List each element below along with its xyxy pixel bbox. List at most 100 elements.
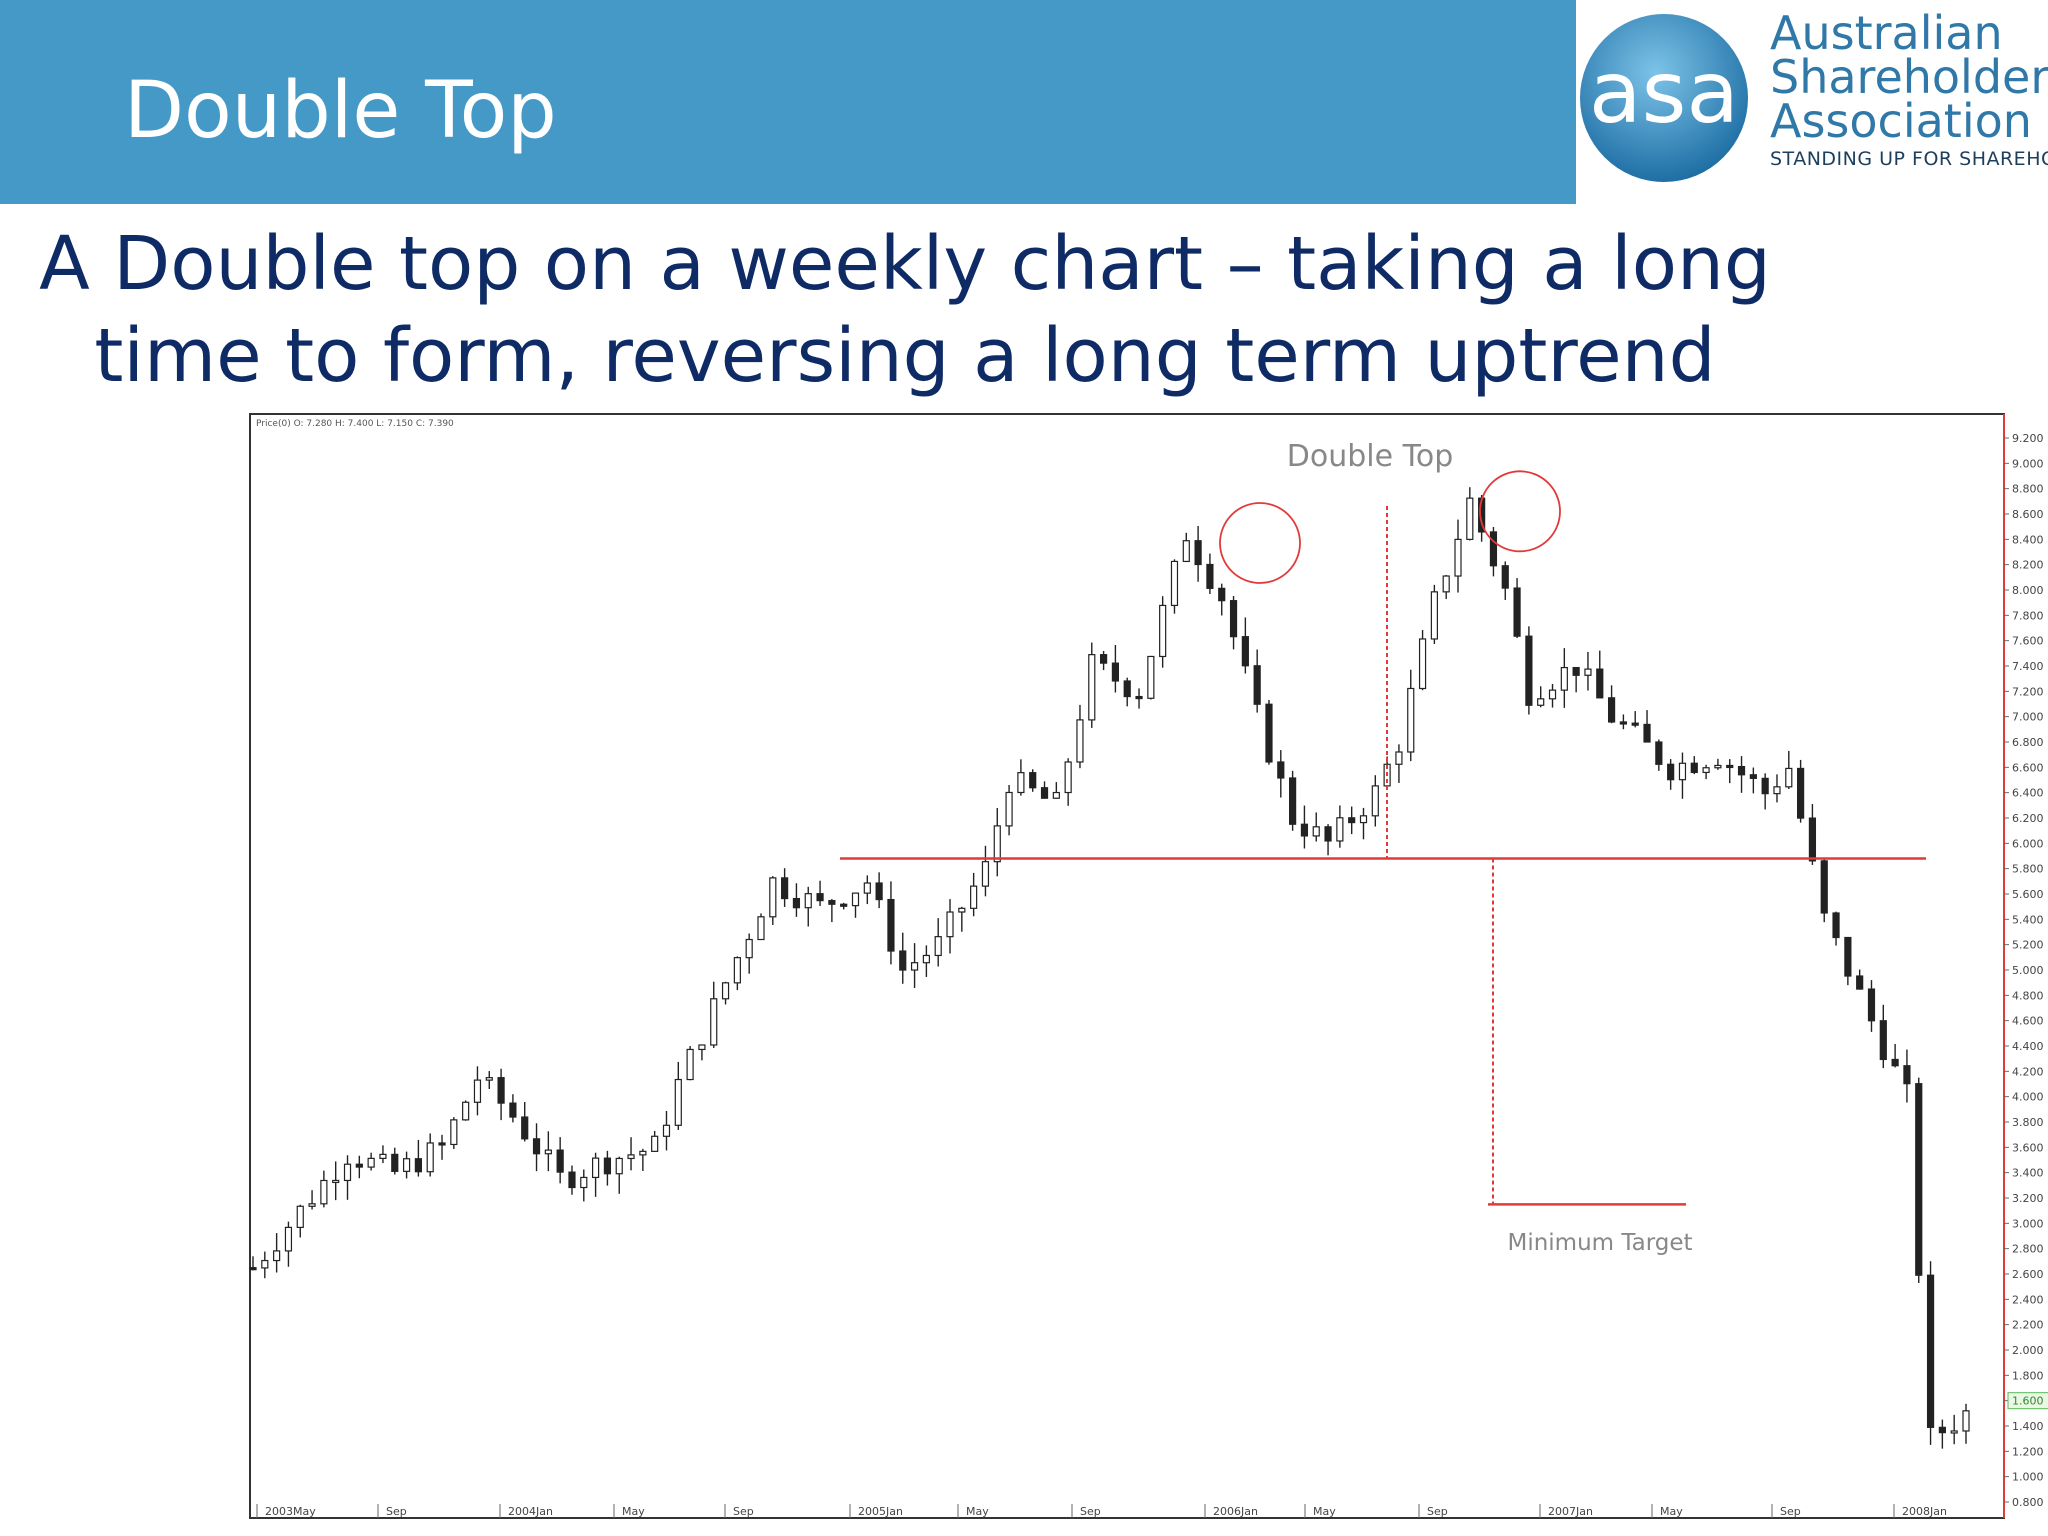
y-tick-label: 3.800 bbox=[2012, 1116, 2044, 1129]
candle-body bbox=[438, 1142, 446, 1146]
x-tick-label: 2004Jan bbox=[508, 1505, 553, 1518]
y-tick-label: 5.000 bbox=[2012, 964, 2044, 977]
x-tick-label: May bbox=[1660, 1505, 1683, 1518]
candle-body bbox=[1773, 786, 1781, 795]
candle-body bbox=[1726, 764, 1734, 769]
candle-body bbox=[1619, 721, 1628, 725]
candle-body bbox=[792, 897, 801, 909]
y-tick-label: 7.400 bbox=[2012, 660, 2044, 673]
candle-body bbox=[355, 1163, 363, 1168]
candle-body bbox=[1844, 936, 1852, 977]
candle-body bbox=[1430, 591, 1438, 640]
x-tick-label: May bbox=[966, 1505, 989, 1518]
candle-body bbox=[804, 893, 812, 909]
candle-body bbox=[993, 825, 1001, 863]
y-tick-label: 7.200 bbox=[2012, 685, 2044, 698]
candle-body bbox=[284, 1226, 293, 1252]
candle-body bbox=[863, 882, 871, 894]
y-tick-label: 8.400 bbox=[2012, 533, 2044, 546]
candle-body bbox=[899, 950, 907, 971]
y-tick-label: 2.400 bbox=[2012, 1293, 2044, 1306]
y-tick-label: 3.400 bbox=[2012, 1167, 2044, 1180]
y-tick-label: 8.800 bbox=[2012, 483, 2044, 496]
candle-body bbox=[1537, 698, 1545, 706]
y-tick-label: 2.200 bbox=[2012, 1319, 2044, 1332]
candle-body bbox=[1147, 655, 1155, 699]
candle-body bbox=[1170, 560, 1179, 607]
candle-body bbox=[840, 903, 848, 907]
candle-body bbox=[296, 1205, 304, 1229]
candle-body bbox=[1017, 772, 1025, 794]
last-price-marker bbox=[2007, 1392, 2048, 1410]
candle-body bbox=[1915, 1083, 1923, 1276]
candle-body bbox=[1005, 791, 1013, 827]
candle-body bbox=[1714, 764, 1722, 769]
candle-body bbox=[639, 1150, 647, 1156]
candle-body bbox=[1088, 654, 1096, 721]
asa-logo-emblem: asa bbox=[1580, 14, 1748, 182]
candle-body bbox=[1454, 538, 1462, 577]
candle-body bbox=[1596, 668, 1604, 699]
candle-body bbox=[1938, 1426, 1946, 1434]
x-tick-label: Sep bbox=[1080, 1505, 1101, 1518]
logo-abbrev: asa bbox=[1589, 43, 1739, 143]
candle-body bbox=[828, 900, 836, 905]
candle-body bbox=[1052, 791, 1060, 799]
candle-body bbox=[769, 877, 777, 918]
candle-body bbox=[1277, 761, 1285, 779]
candle-body bbox=[261, 1259, 269, 1269]
candle-body bbox=[1123, 680, 1131, 698]
y-tick-label: 6.600 bbox=[2012, 761, 2044, 774]
candle-body bbox=[1749, 774, 1757, 779]
candle-body bbox=[391, 1153, 399, 1172]
logo-line-2: Shareholders' bbox=[1770, 50, 2048, 104]
candle-body bbox=[1359, 815, 1368, 824]
candle-body bbox=[1099, 654, 1108, 664]
candle-body bbox=[1064, 761, 1072, 794]
y-tick-label: 7.000 bbox=[2012, 711, 2044, 724]
candle-body bbox=[308, 1203, 316, 1207]
candle-body bbox=[1797, 767, 1805, 819]
x-tick-label: 2003May bbox=[265, 1505, 316, 1518]
asa-logo: asa Australian Shareholders' Association… bbox=[1576, 0, 2048, 204]
candle-body bbox=[1289, 777, 1297, 825]
y-tick-label: 7.600 bbox=[2012, 635, 2044, 648]
candle-body bbox=[1631, 722, 1639, 726]
plot-area bbox=[249, 413, 2005, 1519]
y-tick-label: 0.800 bbox=[2012, 1496, 2044, 1509]
candle-body bbox=[402, 1158, 411, 1172]
candle-body bbox=[1229, 600, 1238, 638]
candle-body bbox=[1832, 912, 1840, 939]
y-tick-label: 4.000 bbox=[2012, 1091, 2044, 1104]
candle-body bbox=[922, 954, 930, 964]
y-tick-label: 1.400 bbox=[2012, 1420, 2044, 1433]
candle-body bbox=[1643, 723, 1651, 743]
y-tick-label: 5.800 bbox=[2012, 863, 2044, 876]
candle-body bbox=[462, 1101, 470, 1121]
candle-body bbox=[1111, 662, 1120, 682]
y-tick-label: 5.200 bbox=[2012, 939, 2044, 952]
candle-body bbox=[674, 1078, 682, 1126]
candle-body bbox=[1336, 817, 1344, 842]
candle-body bbox=[1690, 762, 1698, 774]
candle-body bbox=[249, 1267, 257, 1271]
candle-body bbox=[662, 1124, 671, 1137]
candle-body bbox=[1785, 767, 1793, 788]
candle-body bbox=[1513, 587, 1521, 637]
candle-body bbox=[1702, 767, 1710, 774]
candle-body bbox=[1903, 1065, 1911, 1085]
price-readout: Price(0) O: 7.280 H: 7.400 L: 7.150 C: 7… bbox=[256, 419, 454, 429]
candle-body bbox=[934, 936, 942, 957]
candle-body bbox=[1206, 563, 1214, 589]
subtitle-line-2: time to form, reversing a long term uptr… bbox=[94, 313, 1716, 399]
last-price-label: 1.600 bbox=[2012, 1395, 2044, 1408]
candle-body bbox=[1371, 785, 1379, 817]
candle-body bbox=[1194, 540, 1202, 566]
candle-body bbox=[1548, 689, 1557, 700]
candle-body bbox=[1820, 860, 1828, 914]
candle-body bbox=[485, 1077, 493, 1081]
candle-body bbox=[757, 916, 765, 941]
candle-body bbox=[1218, 587, 1226, 602]
candle-body bbox=[910, 962, 919, 971]
candle-body bbox=[568, 1171, 576, 1189]
